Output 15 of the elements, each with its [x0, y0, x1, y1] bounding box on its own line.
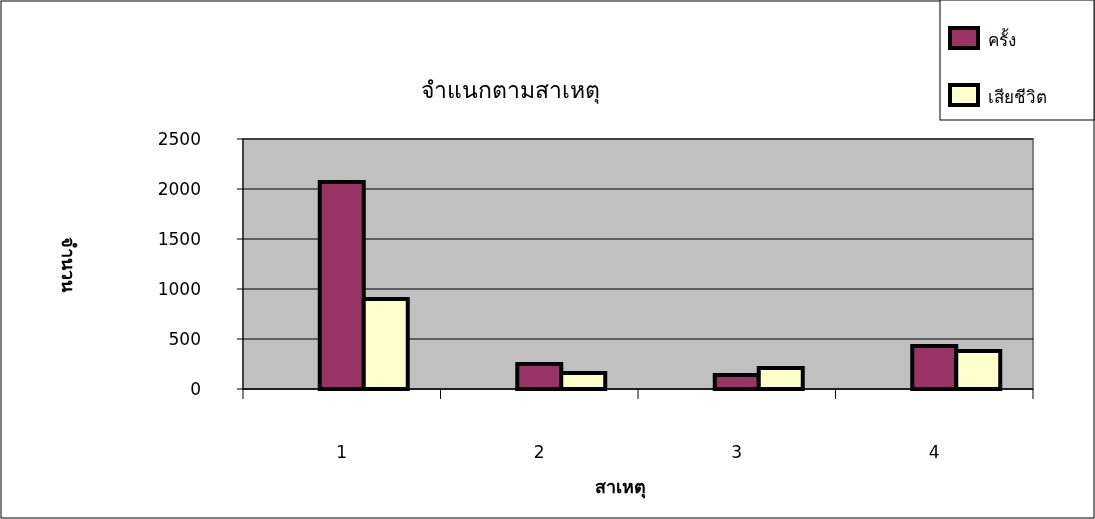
legend-label: ครั้ง: [988, 28, 1016, 50]
x-axis-title: สาเหตุ: [594, 476, 646, 499]
y-tick-label: 2500: [157, 129, 201, 149]
x-tick-label: 3: [731, 442, 743, 462]
y-tick-label: 500: [168, 329, 201, 349]
y-tick-label: 2000: [157, 179, 201, 199]
x-tick-label: 2: [533, 442, 545, 462]
x-tick-label: 4: [928, 442, 940, 462]
y-tick-label: 1500: [157, 229, 201, 249]
y-tick-label: 0: [190, 379, 201, 399]
chart-title: จำแนกตามสาเหตุ: [420, 77, 600, 104]
legend-label: เสียชีวิต: [988, 87, 1047, 107]
y-tick-label: 1000: [157, 279, 201, 299]
x-tick-label: 1: [336, 442, 348, 462]
y-axis-title: จำนวน: [58, 236, 79, 293]
